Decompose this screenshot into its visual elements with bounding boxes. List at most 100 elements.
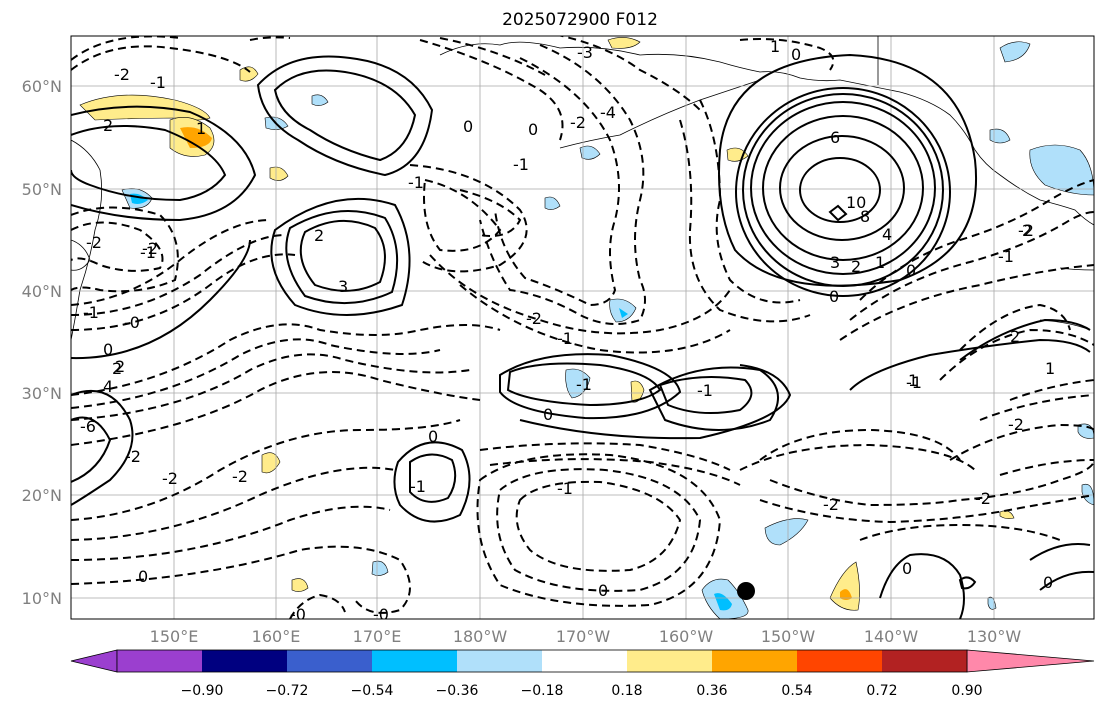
lon-label: 180°W	[453, 627, 508, 646]
contour-label: 8	[860, 207, 870, 226]
contour-label: -2	[114, 65, 130, 84]
contour-label: 10	[846, 193, 866, 212]
colorbar-tick: 0.72	[866, 683, 897, 699]
contour-label: -2	[1018, 221, 1034, 240]
contour-label: 0	[103, 340, 113, 359]
contour-label: 0	[902, 559, 912, 578]
colorbar-segment	[457, 650, 542, 672]
contour-label: 1	[196, 119, 206, 138]
lon-label: 170°E	[353, 627, 402, 646]
contour-label: 0	[543, 405, 553, 424]
colorbar-tick: −0.54	[351, 683, 394, 699]
contour-label: 4	[882, 225, 892, 244]
contour-label: -1	[513, 155, 529, 174]
contour-label: -2	[232, 467, 248, 486]
shaded-anomalies	[79, 37, 1094, 619]
longitude-labels: 150°E 160°E 170°E 180°W 170°W 160°W 150°…	[150, 627, 1022, 646]
contour-label: -1	[906, 373, 922, 392]
contour-labels: -2 -1 2 1 -1 -2 2 -1 0 0 -1 -2 -3 -4 1 0…	[80, 37, 1055, 624]
colorbar-tick: 0.36	[696, 683, 727, 699]
colorbar-tick: 0.54	[781, 683, 812, 699]
map-title: 2025072900 F012	[502, 10, 658, 30]
lon-label: 130°W	[967, 627, 1022, 646]
contour-label: -2	[162, 469, 178, 488]
lon-label: 150°E	[150, 627, 199, 646]
location-marker	[737, 582, 755, 600]
contour-label: 0	[528, 120, 538, 139]
contour-label: -1	[576, 375, 592, 394]
colorbar-segment	[117, 650, 202, 672]
contour-label: -0	[290, 605, 306, 624]
contour-label: -1	[557, 479, 573, 498]
positive-contours	[71, 53, 1094, 619]
contour-label: 1	[908, 371, 918, 390]
colorbar-tick: −0.90	[181, 683, 224, 699]
contour-label: -1	[150, 73, 166, 92]
contour-label: -2	[86, 233, 102, 252]
lat-label: 30°N	[22, 384, 62, 403]
contour-label: -1	[140, 243, 156, 262]
colorbar-segment	[712, 650, 797, 672]
contour-label: 0	[906, 261, 916, 280]
contour-label: 0	[138, 567, 148, 586]
contour-label: 2	[103, 116, 113, 135]
colorbar-tick: −0.18	[521, 683, 564, 699]
lat-label: 40°N	[22, 282, 62, 301]
colorbar-segment	[797, 650, 882, 672]
contour-label: 2	[112, 359, 122, 378]
contour-label: -2	[526, 309, 542, 328]
contour-label: 1	[1045, 359, 1055, 378]
coastlines	[71, 36, 1094, 341]
contour-label: -2	[570, 113, 586, 132]
lat-label: 60°N	[22, 77, 62, 96]
lon-label: 150°W	[761, 627, 816, 646]
contour-label: 4	[103, 377, 113, 396]
contour-label: -2	[823, 495, 839, 514]
contour-label: 2	[314, 226, 324, 245]
colorbar-segment	[372, 650, 457, 672]
contour-label: -1	[410, 477, 426, 496]
contour-label: -1	[557, 329, 573, 348]
contour-label: 0	[1043, 573, 1053, 592]
contour-label: 1	[770, 37, 780, 56]
contour-label: 3	[338, 277, 348, 296]
contour-label: 1	[875, 253, 885, 272]
contour-label: 6	[830, 128, 840, 147]
contour-label: 0	[598, 581, 608, 600]
map-plot-area: -2 -1 2 1 -1 -2 2 -1 0 0 -1 -2 -3 -4 1 0…	[71, 36, 1094, 624]
colorbar-tick: 0.90	[951, 683, 982, 699]
contour-label: -3	[577, 43, 593, 62]
colorbar-tick: −0.36	[436, 683, 479, 699]
contour-label: -2	[975, 489, 991, 508]
contour-label: 2	[115, 357, 125, 376]
graticule	[71, 36, 1094, 619]
colorbar-segment	[542, 650, 627, 672]
contour-label: -0	[373, 605, 389, 624]
lat-label: 20°N	[22, 486, 62, 505]
contour-label: -2	[142, 239, 158, 258]
contour-label: 2	[851, 257, 861, 276]
lon-label: 160°E	[252, 627, 301, 646]
contour-label: 0	[428, 427, 438, 446]
lat-label: 10°N	[22, 589, 62, 608]
contour-label: -4	[600, 103, 616, 122]
contour-label: 2	[1022, 221, 1032, 240]
contour-label: 0	[463, 117, 473, 136]
colorbar-frame	[116, 649, 968, 673]
lat-label: 50°N	[22, 180, 62, 199]
contour-label: 3	[830, 253, 840, 272]
contour-label: -6	[80, 417, 96, 436]
lon-label: 140°W	[864, 627, 919, 646]
colorbar-segment	[287, 650, 372, 672]
colorbar: −0.90 −0.72 −0.54 −0.36 −0.18 0.18 0.36 …	[70, 649, 1095, 699]
colorbar-segment	[882, 650, 967, 672]
contour-label: 0	[829, 287, 839, 306]
contour-label: -1	[697, 381, 713, 400]
contour-label: -1	[408, 173, 424, 192]
contour-label: -1	[998, 247, 1014, 266]
colorbar-segment	[202, 650, 287, 672]
lon-label: 160°W	[659, 627, 714, 646]
contour-label: -2	[125, 447, 141, 466]
colorbar-segment	[627, 650, 712, 672]
